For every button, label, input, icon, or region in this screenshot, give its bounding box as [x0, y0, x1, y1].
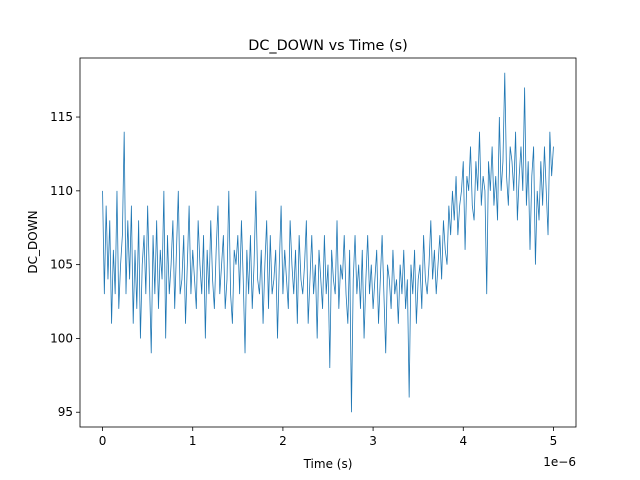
y-axis: 95 100 105 110 115: [50, 110, 80, 419]
x-axis-label: Time (s): [303, 457, 353, 471]
y-tick-label: 110: [50, 184, 73, 198]
y-tick-label: 105: [50, 258, 73, 272]
x-tick-label: 3: [369, 434, 377, 448]
series-line: [102, 72, 554, 413]
x-offset-label: 1e−6: [543, 455, 576, 469]
x-axis: 0 1 2 3 4 5: [99, 427, 558, 448]
x-tick-label: 5: [550, 434, 558, 448]
y-tick-label: 100: [50, 331, 73, 345]
plot-area: [79, 57, 577, 428]
y-tick-label: 115: [50, 110, 73, 124]
y-axis-label: DC_DOWN: [26, 210, 40, 273]
x-tick-label: 1: [189, 434, 197, 448]
x-tick-label: 4: [459, 434, 467, 448]
plot-frame: [79, 57, 577, 428]
x-tick-label: 2: [279, 434, 287, 448]
y-tick-label: 95: [58, 405, 73, 419]
x-tick-label: 0: [99, 434, 107, 448]
chart-title: DC_DOWN vs Time (s): [248, 38, 407, 54]
